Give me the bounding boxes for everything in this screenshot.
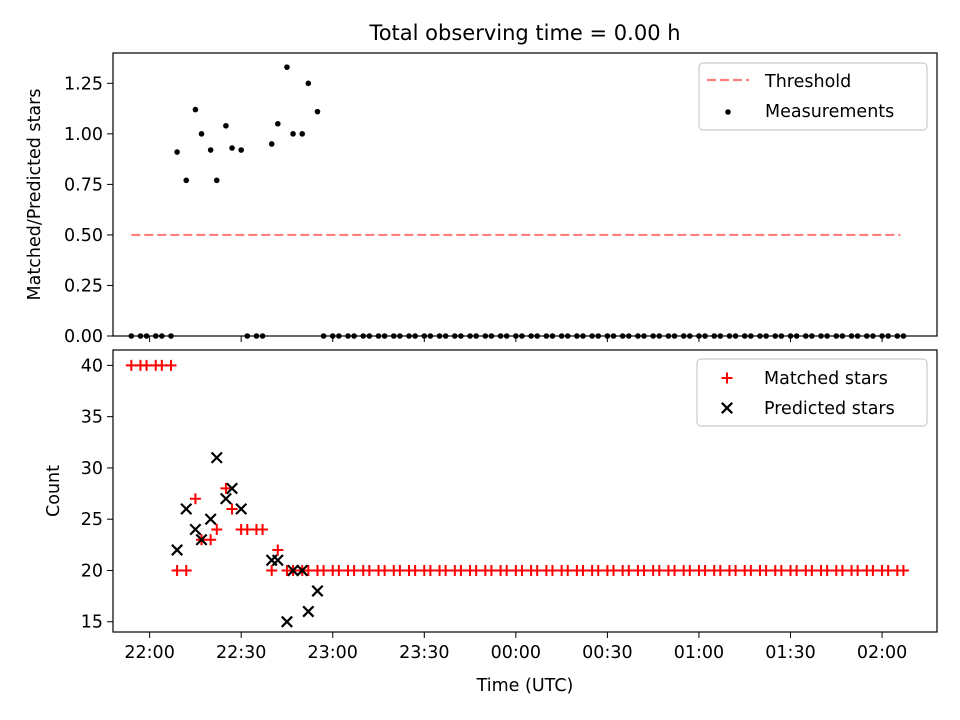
matched-star-point (189, 493, 201, 505)
legend-frame (698, 62, 928, 131)
measurement-point (275, 120, 281, 127)
matched-star-point (165, 359, 177, 371)
predicted-star-point (195, 533, 208, 546)
predicted-star-point (296, 564, 309, 577)
x-tick-label: 00:30 (582, 643, 632, 663)
bottom-x-ticks: 22:00 22:30 23:00 23:30 00:00 00:30 01:00 01:30… (124, 632, 907, 663)
x-tick-label: 01:00 (674, 643, 724, 663)
y-tick-label: 35 (81, 408, 103, 428)
y-tick-label: 25 (81, 510, 103, 530)
predicted-star-point (271, 554, 284, 567)
measurement-point (198, 131, 205, 137)
measurement-points (128, 64, 907, 339)
bottom-legend: Matched stars Predicted stars (696, 358, 928, 427)
top-legend: Threshold Measurements (698, 62, 928, 131)
x-tick-label: 02:00 (857, 643, 907, 663)
predicted-star-point (311, 585, 324, 597)
x-tick-label: 23:00 (308, 643, 358, 663)
bottom-y-axis-label: Count (44, 465, 64, 517)
chart-title: Total observing time = 0.00 h (368, 21, 680, 45)
predicted-star-point (226, 482, 238, 495)
matched-star-points (125, 359, 909, 576)
predicted-star-point (171, 543, 184, 556)
y-tick-label: 40 (81, 356, 103, 376)
measurement-point (223, 122, 229, 129)
measurement-point (284, 64, 290, 70)
legend-predicted-label: Predicted stars (764, 399, 895, 419)
predicted-star-point (180, 502, 193, 515)
bottom-y-ticks: 15 20 25 30 35 40 (81, 356, 113, 633)
predicted-star-point (235, 502, 248, 515)
top-panel: 0.00 0.25 0.50 0.75 1.00 1.25 Matched/Predict… (25, 52, 938, 347)
predicted-star-point (280, 615, 293, 628)
predicted-star-point (189, 523, 202, 536)
legend-threshold-label: Threshold (764, 72, 851, 92)
y-tick-label: 0.00 (64, 327, 103, 347)
y-tick-label: 1.25 (64, 74, 103, 94)
matched-star-point (272, 544, 284, 556)
matched-star-point (897, 564, 909, 576)
measurement-point (213, 177, 220, 184)
x-axis-label: Time (UTC) (476, 676, 574, 696)
matched-star-point (180, 564, 192, 576)
measurement-point (238, 147, 244, 153)
y-tick-label: 0.25 (64, 276, 103, 296)
measurement-point (229, 145, 235, 151)
y-tick-label: 0.75 (64, 175, 103, 195)
predicted-star-points (171, 451, 324, 628)
top-y-ticks: 0.00 0.25 0.50 0.75 1.00 1.25 (64, 74, 113, 347)
top-y-axis-label: Matched/Predicted stars (25, 89, 45, 301)
x-tick-label: 00:00 (491, 643, 541, 663)
measurement-point (299, 131, 306, 137)
matched-star-point (220, 482, 232, 494)
predicted-star-point (204, 513, 217, 526)
y-tick-label: 0.50 (64, 226, 103, 246)
measurement-point (192, 106, 199, 113)
matched-star-point (226, 503, 238, 515)
bottom-panel: 15 20 25 30 35 40 22:00 22:30 23:00 23:30 00:00 00… (44, 349, 938, 696)
predicted-star-point (219, 492, 232, 505)
x-tick-label: 01:30 (765, 643, 815, 663)
predicted-star-point (302, 605, 315, 618)
legend-matched-label: Matched stars (764, 369, 888, 389)
x-tick-label: 23:30 (399, 643, 449, 663)
legend-predicted-swatch (721, 402, 733, 414)
measurement-point (207, 147, 214, 153)
predicted-star-point (287, 564, 300, 577)
top-axes-frame (112, 52, 938, 337)
y-tick-label: 30 (81, 459, 103, 479)
bottom-axes-frame (112, 349, 938, 633)
matched-star-point (211, 523, 223, 535)
predicted-star-point (210, 451, 223, 464)
measurement-point (290, 131, 296, 137)
x-tick-label: 22:30 (216, 643, 266, 663)
legend-matched-swatch (721, 372, 733, 384)
matched-star-point (257, 523, 269, 535)
measurement-point (268, 141, 275, 147)
measurement-point (305, 80, 312, 87)
y-tick-label: 1.00 (64, 125, 103, 145)
y-tick-label: 20 (81, 561, 103, 581)
measurement-point (314, 108, 321, 115)
legend-measurements-swatch (725, 109, 731, 115)
x-tick-label: 22:00 (124, 643, 174, 663)
measurement-point (183, 177, 190, 184)
matched-star-point (205, 534, 217, 546)
y-tick-label: 15 (81, 613, 103, 633)
legend-measurements-label: Measurements (765, 102, 894, 122)
measurement-point (174, 149, 180, 155)
matched-star-point (266, 564, 278, 576)
legend-frame (696, 358, 928, 427)
